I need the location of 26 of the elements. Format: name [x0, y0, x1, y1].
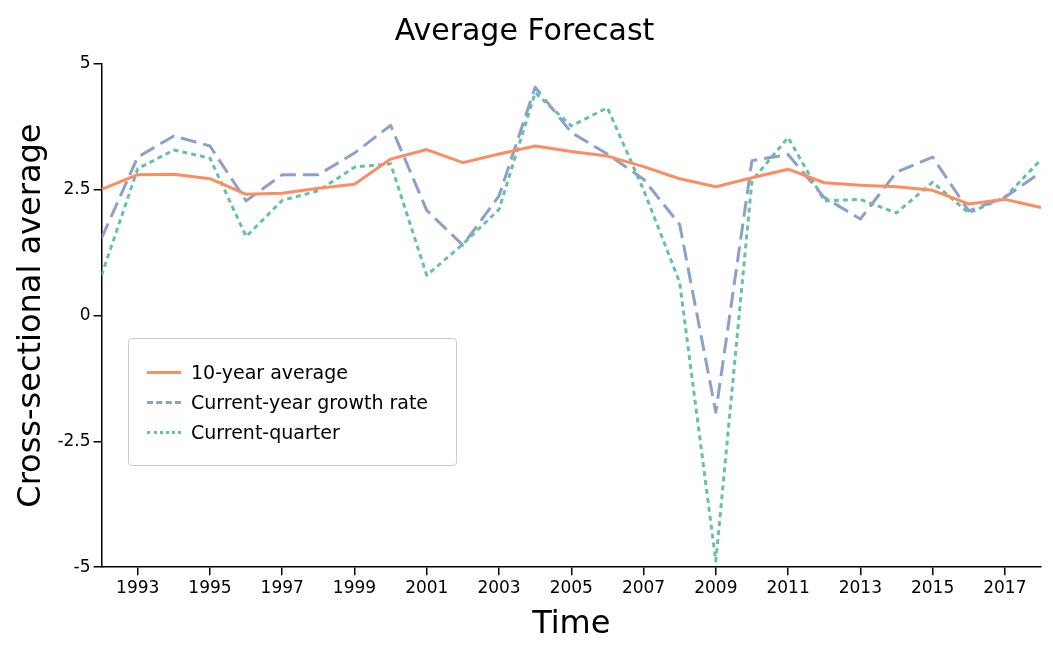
x-tick-label: 2005 [549, 576, 593, 597]
legend-label: Current-year growth rate [191, 391, 429, 413]
y-tick-label: -5 [73, 555, 91, 576]
legend-label: Current-quarter [191, 421, 340, 443]
x-tick-label: 2015 [910, 576, 955, 597]
x-tick-label: 2013 [838, 576, 882, 597]
x-tick-label: 2017 [983, 576, 1027, 597]
x-tick-label: 1995 [188, 576, 232, 597]
line-series [101, 85, 1041, 414]
line-series [101, 91, 1041, 563]
legend-label: 10-year average [191, 361, 348, 383]
y-tick-label: -2.5 [57, 429, 91, 450]
y-tick-label: 2.5 [63, 178, 91, 199]
x-axis-title: Time [531, 603, 611, 642]
x-tick-label: 1993 [116, 576, 160, 597]
x-tick-label: 2009 [694, 576, 738, 597]
x-tick-label: 2003 [477, 576, 521, 597]
x-tick-label: 2011 [766, 576, 810, 597]
x-tick-label: 2001 [405, 576, 449, 597]
y-tick-label: 5 [79, 52, 91, 73]
y-axis-title: Cross-sectional average [9, 123, 48, 508]
x-tick-label: 2007 [621, 576, 666, 597]
x-tick-label: 1997 [260, 576, 304, 597]
y-tick-label: 0 [79, 304, 91, 325]
chart-title: Average Forecast [394, 11, 655, 47]
x-tick-label: 1999 [332, 576, 377, 597]
